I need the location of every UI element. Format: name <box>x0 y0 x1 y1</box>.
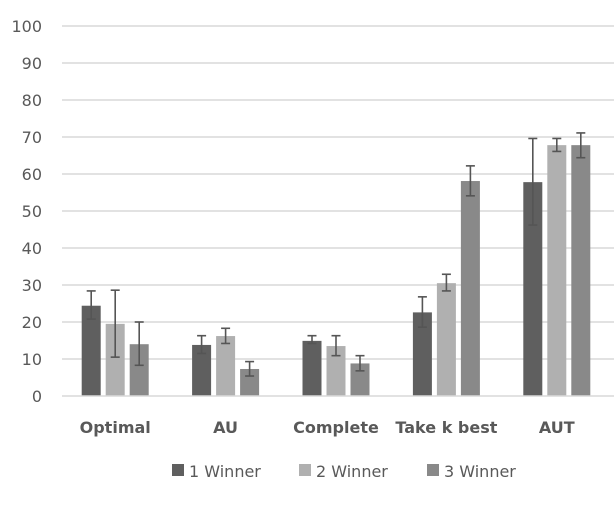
bar-3-winner-au <box>240 368 260 396</box>
y-axis-ticks: 0 10 20 30 40 50 60 70 80 90 100 <box>11 17 42 406</box>
bar-3-winner-take-k-best <box>460 181 480 396</box>
x-category-label: Optimal <box>80 418 151 437</box>
legend-label: 3 Winner <box>444 462 516 481</box>
legend-item: 2 Winner <box>299 462 388 481</box>
gridlines <box>62 25 614 360</box>
bar-2-winner-optimal <box>105 323 125 396</box>
bar-2-winner-au <box>216 336 236 396</box>
y-tick-label: 80 <box>22 91 42 110</box>
legend: 1 Winner 2 Winner 3 Winner <box>172 462 516 481</box>
bar-2-winner-take-k-best <box>436 283 456 396</box>
bars <box>81 145 591 396</box>
legend-label: 2 Winner <box>316 462 388 481</box>
legend-item: 1 Winner <box>172 462 261 481</box>
y-tick-label: 90 <box>22 54 42 73</box>
legend-item: 3 Winner <box>427 462 516 481</box>
y-tick-label: 50 <box>22 202 42 221</box>
x-category-label: Take k best <box>395 418 497 437</box>
y-tick-label: 0 <box>32 387 42 406</box>
y-tick-label: 30 <box>22 276 42 295</box>
bar-1-winner-optimal <box>81 305 101 396</box>
bar-3-winner-complete <box>350 363 370 396</box>
x-axis-labels: Optimal AU Complete Take k best AUT <box>80 418 575 437</box>
bar-1-winner-take-k-best <box>412 312 432 396</box>
bar-2-winner-complete <box>326 346 346 396</box>
y-tick-label: 20 <box>22 313 42 332</box>
legend-label: 1 Winner <box>189 462 261 481</box>
legend-swatch-icon <box>427 464 439 476</box>
legend-swatch-icon <box>299 464 311 476</box>
x-category-label: AUT <box>539 418 575 437</box>
y-tick-label: 100 <box>11 17 42 36</box>
bar-3-winner-optimal <box>129 344 149 396</box>
y-tick-label: 60 <box>22 165 42 184</box>
bar-2-winner-aut <box>547 145 567 396</box>
error-bars <box>86 132 586 377</box>
x-category-label: AU <box>213 418 238 437</box>
y-tick-label: 10 <box>22 350 42 369</box>
legend-swatch-icon <box>172 464 184 476</box>
x-category-label: Complete <box>293 418 379 437</box>
bar-3-winner-aut <box>571 145 591 396</box>
y-tick-label: 70 <box>22 128 42 147</box>
y-tick-label: 40 <box>22 239 42 258</box>
bar-1-winner-complete <box>302 340 322 396</box>
bar-1-winner-aut <box>523 182 543 396</box>
bar-1-winner-au <box>192 344 212 396</box>
